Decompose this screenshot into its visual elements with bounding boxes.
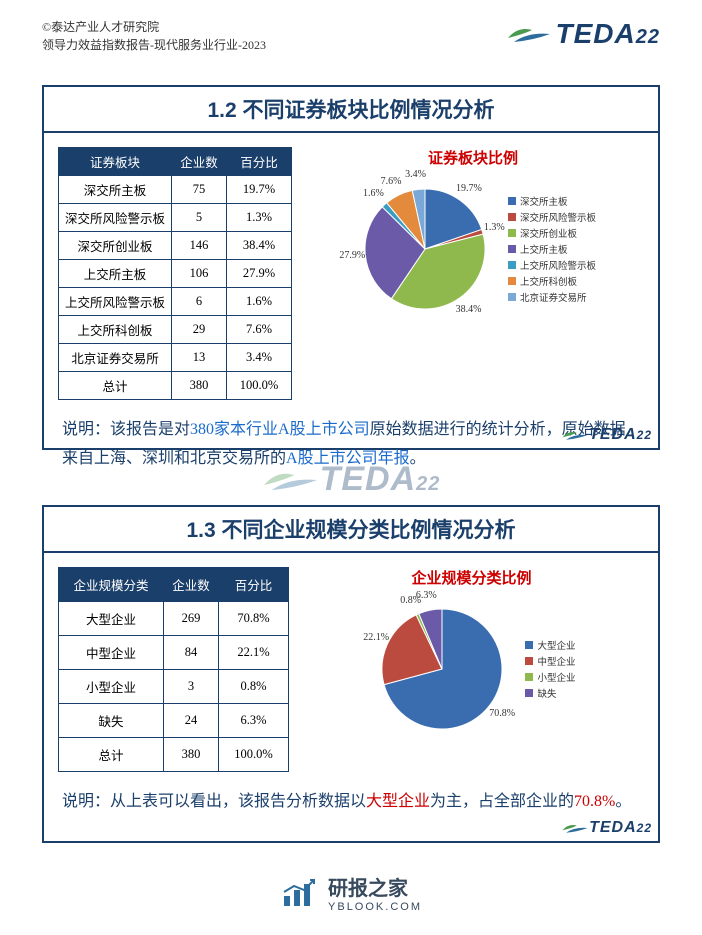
legend-item: 深交所主板: [508, 194, 596, 208]
table-row: 上交所风险警示板61.6%: [59, 288, 292, 316]
panel2-brand-sm: TEDA22: [561, 819, 652, 837]
header-line2: 领导力效益指数报告-现代服务业行业-2023: [42, 36, 266, 54]
legend-scale: 大型企业中型企业小型企业缺失: [525, 636, 575, 702]
chart1-title: 证券板块比例: [302, 147, 644, 168]
legend-item: 上交所主板: [508, 242, 596, 256]
table-row: 大型企业26970.8%: [59, 602, 289, 636]
header-line1: ©泰达产业人才研究院: [42, 18, 266, 36]
pie-slice-label: 27.9%: [339, 250, 365, 261]
legend-securities: 深交所主板深交所风险警示板深交所创业板上交所主板上交所风险警示板上交所科创板北京…: [508, 192, 596, 306]
swatch-icon: [508, 293, 516, 301]
table-row: 总计380100.0%: [59, 738, 289, 772]
swatch-icon: [508, 245, 516, 253]
leaf-icon: [506, 24, 552, 44]
legend-item: 上交所风险警示板: [508, 258, 596, 272]
table-row: 总计380100.0%: [59, 372, 292, 400]
swatch-icon: [508, 197, 516, 205]
legend-item: 缺失: [525, 686, 575, 700]
pie-slice-label: 1.3%: [484, 222, 505, 233]
legend-item: 上交所科创板: [508, 274, 596, 288]
bar-chart-icon: [280, 876, 320, 910]
table-scale: 企业规模分类企业数百分比 大型企业26970.8%中型企业8422.1%小型企业…: [58, 567, 289, 772]
legend-item: 深交所风险警示板: [508, 210, 596, 224]
col-header: 百分比: [219, 568, 289, 602]
col-header: 企业数: [164, 568, 219, 602]
col-header: 证券板块: [59, 148, 172, 176]
pie-slice-label: 19.7%: [456, 183, 482, 194]
legend-item: 小型企业: [525, 670, 575, 684]
header-copyright: ©泰达产业人才研究院 领导力效益指数报告-现代服务业行业-2023: [42, 18, 266, 54]
table-securities: 证券板块企业数百分比 深交所主板7519.7%深交所风险警示板51.3%深交所创…: [58, 147, 292, 400]
swatch-icon: [508, 261, 516, 269]
swatch-icon: [508, 229, 516, 237]
chart2-area: 企业规模分类比例 70.8%22.1%0.8%6.3% 大型企业中型企业小型企业…: [299, 567, 644, 772]
swatch-icon: [508, 213, 516, 221]
leaf-icon: [561, 822, 589, 834]
swatch-icon: [525, 641, 533, 649]
panel1-brand-sm: TEDA22: [561, 426, 652, 444]
table-row: 深交所风险警示板51.3%: [59, 204, 292, 232]
swatch-icon: [525, 689, 533, 697]
pie-chart-scale: 70.8%22.1%0.8%6.3%: [367, 594, 517, 744]
table-row: 上交所科创板297.6%: [59, 316, 292, 344]
table-row: 深交所创业板14638.4%: [59, 232, 292, 260]
pie-slice-label: 38.4%: [456, 304, 482, 315]
table-row: 中型企业8422.1%: [59, 636, 289, 670]
leaf-icon: [561, 429, 589, 441]
pie-slice-label: 7.6%: [381, 176, 402, 187]
table-row: 小型企业30.8%: [59, 670, 289, 704]
panel-scale: 1.3 不同企业规模分类比例情况分析 企业规模分类企业数百分比 大型企业2697…: [42, 505, 660, 843]
panel2-title: 1.3 不同企业规模分类比例情况分析: [44, 507, 658, 553]
panel1-title: 1.2 不同证券板块比例情况分析: [44, 87, 658, 133]
footer-text: 研报之家 YBLOOK.COM: [328, 872, 422, 913]
pie-chart-securities: 19.7%1.3%38.4%27.9%1.6%7.6%3.4%: [350, 174, 500, 324]
panel2-body: 企业规模分类企业数百分比 大型企业26970.8%中型企业8422.1%小型企业…: [44, 553, 658, 780]
pie-slice-label: 1.6%: [363, 188, 384, 199]
panel1-body: 证券板块企业数百分比 深交所主板7519.7%深交所风险警示板51.3%深交所创…: [44, 133, 658, 408]
table-row: 深交所主板7519.7%: [59, 176, 292, 204]
pie-slice-label: 22.1%: [363, 632, 389, 643]
swatch-icon: [525, 673, 533, 681]
col-header: 企业数: [172, 148, 227, 176]
chart2-title: 企业规模分类比例: [299, 567, 644, 588]
page-header: ©泰达产业人才研究院 领导力效益指数报告-现代服务业行业-2023 TEDA22: [42, 18, 660, 54]
swatch-icon: [525, 657, 533, 665]
brand-logo: TEDA22: [506, 18, 660, 50]
panel1-note: 说明：该报告是对380家本行业A股上市公司原始数据进行的统计分析，原始数据来自上…: [44, 408, 658, 484]
chart1-area: 证券板块比例 19.7%1.3%38.4%27.9%1.6%7.6%3.4% 深…: [302, 147, 644, 400]
page-footer: 研报之家 YBLOOK.COM: [280, 872, 422, 913]
col-header: 企业规模分类: [59, 568, 164, 602]
footer-url: YBLOOK.COM: [328, 901, 422, 913]
legend-item: 深交所创业板: [508, 226, 596, 240]
legend-item: 中型企业: [525, 654, 575, 668]
col-header: 百分比: [227, 148, 292, 176]
pie-slice-label: 70.8%: [489, 708, 515, 719]
pie-slice-label: 3.4%: [405, 169, 426, 180]
brand-text: TEDA22: [556, 18, 660, 50]
pie-slice-label: 6.3%: [416, 590, 437, 601]
table-row: 上交所主板10627.9%: [59, 260, 292, 288]
swatch-icon: [508, 277, 516, 285]
legend-item: 北京证券交易所: [508, 290, 596, 304]
panel-securities: 1.2 不同证券板块比例情况分析 证券板块企业数百分比 深交所主板7519.7%…: [42, 85, 660, 450]
table-row: 北京证券交易所133.4%: [59, 344, 292, 372]
footer-title: 研报之家: [328, 872, 422, 901]
legend-item: 大型企业: [525, 638, 575, 652]
table-row: 缺失246.3%: [59, 704, 289, 738]
